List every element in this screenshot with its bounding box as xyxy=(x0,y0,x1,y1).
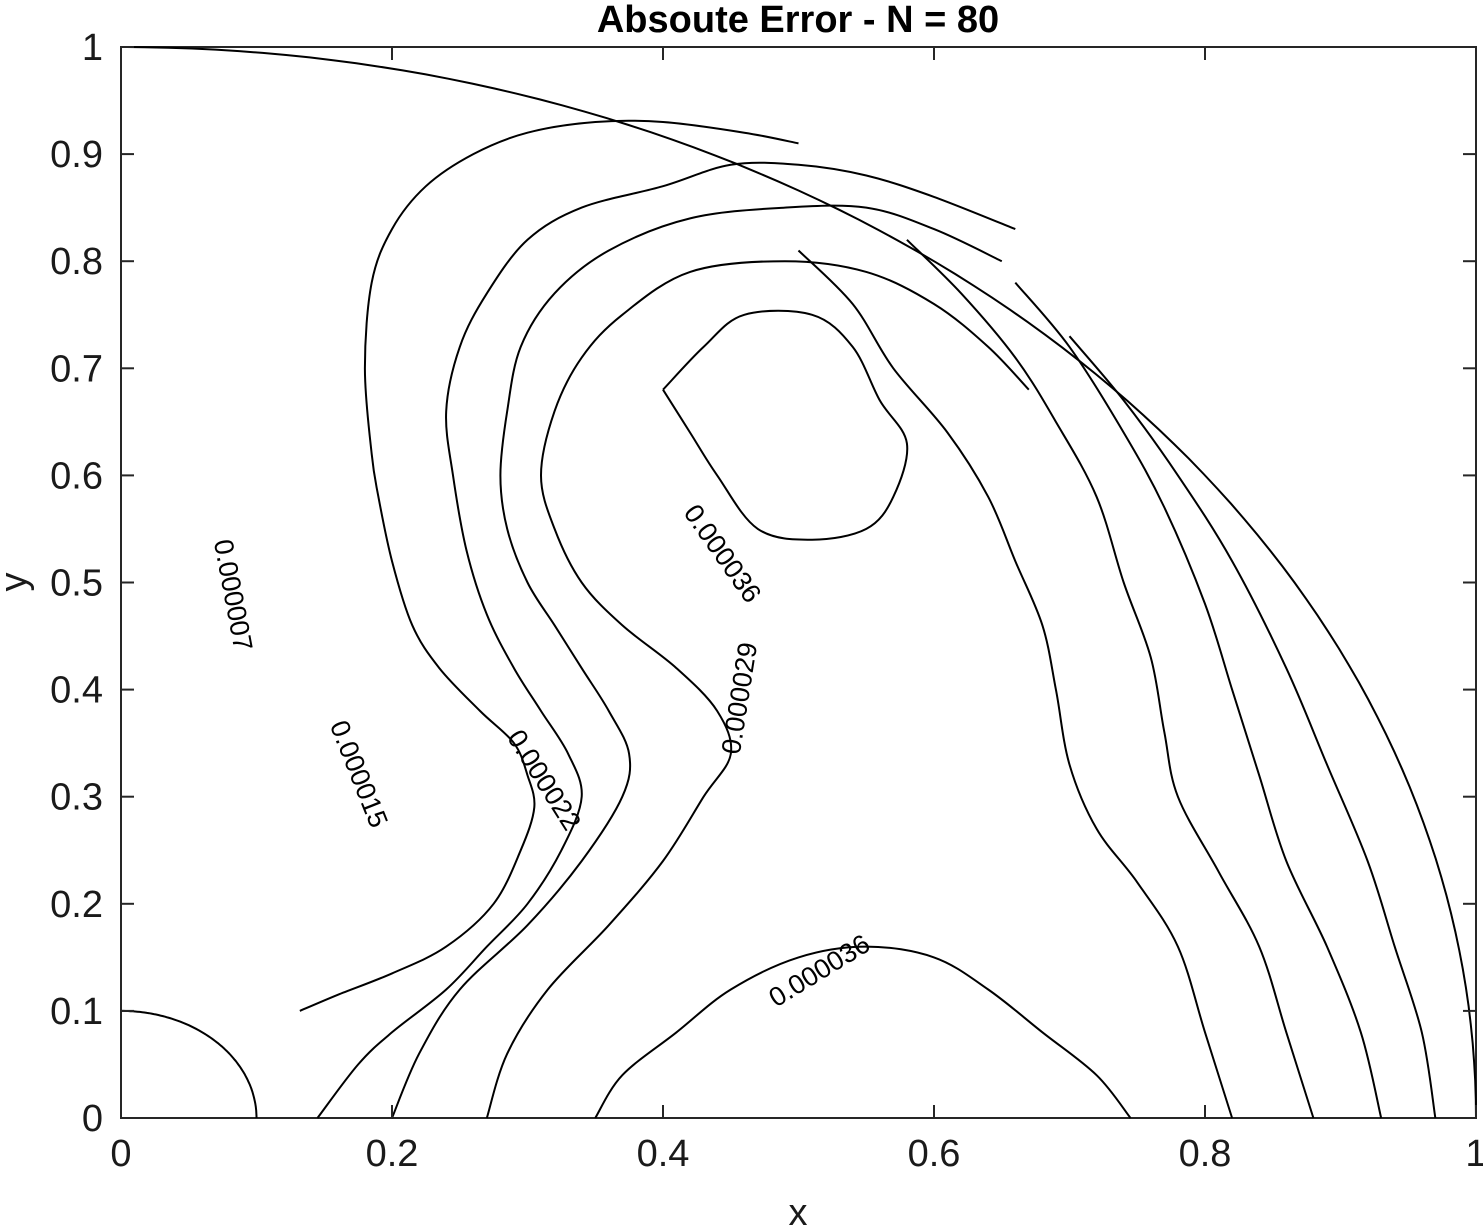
plot-area: 0.000007 0.000015 0.000022 0.000029 0.000036… xyxy=(120,46,1477,1119)
contour-label-group: 0.000036 xyxy=(678,499,767,608)
y-tick-label: 0.8 xyxy=(50,241,103,283)
y-tick-label: 0.3 xyxy=(50,777,103,819)
y-tick-label: 0.9 xyxy=(50,134,103,176)
boundary-arc xyxy=(121,1009,258,1118)
x-axis-ticks: 0 0.2 0.4 0.6 0.8 1 xyxy=(110,47,1483,1175)
contour-label: 0.000029 xyxy=(716,640,763,756)
contour-line xyxy=(1068,335,1437,1119)
contour-label: 0.000007 xyxy=(208,537,258,653)
contour-label: 0.000036 xyxy=(764,928,876,1013)
contour-line xyxy=(391,204,1003,1119)
contour-line xyxy=(797,249,1234,1119)
contour-label-group: 0.000015 xyxy=(324,716,394,832)
contour-line xyxy=(906,239,1315,1119)
contour-label: 0.000022 xyxy=(501,724,587,835)
y-tick-label: 0 xyxy=(82,1098,103,1140)
y-tick-label: 0.2 xyxy=(50,884,103,926)
contour-line xyxy=(316,161,1016,1119)
x-axis-label: x xyxy=(789,1192,808,1229)
x-tick-label: 0.2 xyxy=(366,1133,419,1175)
x-tick-label: 0.4 xyxy=(637,1133,690,1175)
contour-lines xyxy=(299,119,1437,1119)
x-tick-label: 1 xyxy=(1465,1133,1483,1175)
contour-label: 0.000015 xyxy=(324,716,394,832)
y-tick-label: 1 xyxy=(82,27,103,69)
y-tick-label: 0.1 xyxy=(50,991,103,1033)
contour-line xyxy=(485,260,1030,1119)
contour-label-group: 0.000029 xyxy=(716,640,763,756)
y-tick-label: 0.6 xyxy=(50,455,103,497)
contour-line xyxy=(594,945,1132,1119)
contour-label-group: 0.000036 xyxy=(764,928,876,1013)
contour-label-group: 0.000007 xyxy=(208,537,258,653)
y-tick-label: 0.7 xyxy=(50,348,103,390)
contour-label-group: 0.000022 xyxy=(501,724,587,835)
x-tick-label: 0.8 xyxy=(1179,1133,1232,1175)
contour-line xyxy=(1014,281,1383,1119)
y-tick-label: 0.5 xyxy=(50,563,103,605)
y-axis-label: y xyxy=(0,573,35,592)
contour-labels: 0.000007 0.000015 0.000022 0.000029 0.000036… xyxy=(208,499,875,1013)
y-tick-label: 0.4 xyxy=(50,670,103,712)
x-tick-label: 0.6 xyxy=(908,1133,961,1175)
chart-title: Absoute Error - N = 80 xyxy=(597,0,999,41)
y-axis-ticks: 0 0.1 0.2 0.3 0.4 0.5 0.6 0.7 0.8 0.9 1 xyxy=(50,27,1476,1140)
contour-line xyxy=(299,119,799,1012)
contour-label: 0.000036 xyxy=(678,499,767,608)
contour-line xyxy=(662,309,909,541)
x-tick-label: 0 xyxy=(110,1133,131,1175)
